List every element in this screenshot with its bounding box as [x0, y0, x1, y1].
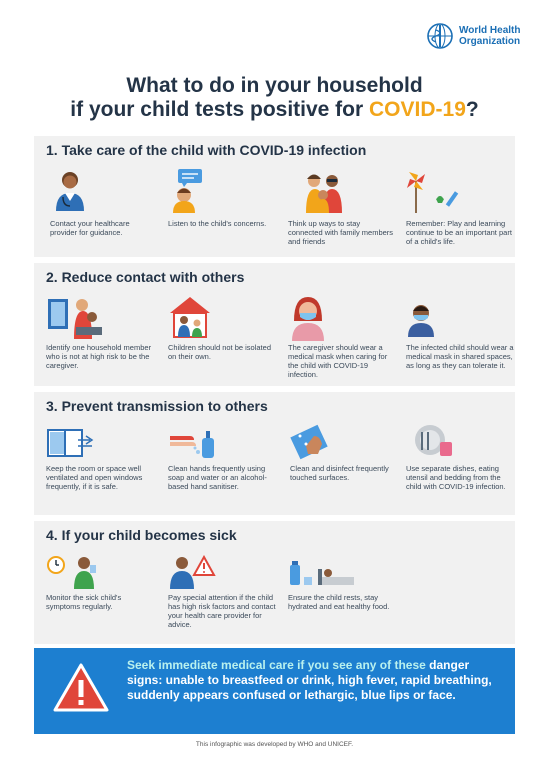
caregiver-icon: [48, 299, 102, 339]
alert-rest: danger signs: unable to breastfeed or dr…: [127, 658, 492, 702]
title-line2: if your child tests positive for COVID-1…: [0, 98, 549, 122]
section-prevent-transmission: 3. Prevent transmission to others Keep t…: [34, 392, 515, 515]
item-caption: Keep the room or space well ventilated a…: [46, 464, 143, 491]
dishes-icon: [415, 425, 452, 456]
section-care: 1. Take care of the child with COVID-19 …: [34, 136, 515, 257]
item-caption: Identify one household member who is not…: [46, 343, 152, 370]
item-caption: Ensure the child rests, stay hydrated an…: [288, 593, 390, 611]
item-caption: Pay special attention if the child has h…: [168, 593, 276, 629]
item-caption: Contact your healthcare provider for gui…: [50, 219, 130, 237]
rest-icon: [290, 561, 354, 585]
disinfect-icon: [290, 424, 328, 460]
monitor-child-icon: [47, 556, 96, 589]
section-title: 2. Reduce contact with others: [46, 269, 245, 285]
section-title: 3. Prevent transmission to others: [46, 398, 268, 414]
who-name-line2: Organization: [459, 36, 521, 47]
item-caption: Remember: Play and learning continue to …: [406, 219, 512, 246]
item-caption: Monitor the sick child's symptoms regula…: [46, 593, 122, 611]
item-caption: Clean and disinfect frequently touched s…: [290, 464, 389, 482]
item-caption: Clean hands frequently using soap and wa…: [168, 464, 267, 491]
who-logo: World Health Organization: [426, 22, 529, 50]
family-icon: [306, 174, 342, 213]
house-icon: [170, 297, 210, 338]
item-caption: The infected child should wear a medical…: [406, 343, 514, 370]
title-line2-text: if your child tests positive for: [70, 98, 370, 121]
section-title: 4. If your child becomes sick: [46, 527, 237, 543]
masked-child-icon: [408, 305, 434, 337]
handwash-icon: [170, 431, 214, 458]
window-icon: [47, 429, 94, 457]
warning-icon: [53, 663, 109, 712]
item-caption: Think up ways to stay connected with fam…: [288, 219, 394, 246]
who-name: World Health Organization: [459, 25, 529, 47]
masked-woman-icon: [292, 297, 324, 341]
title-question-mark: ?: [465, 98, 479, 121]
page-title: What to do in your household if your chi…: [0, 74, 549, 122]
alert-lead: Seek immediate medical care if you see a…: [127, 658, 426, 672]
footer-credit: This infographic was developed by WHO an…: [195, 741, 354, 748]
item-caption: Use separate dishes, eating utensil and …: [406, 464, 506, 491]
section-child-sick: 4. If your child becomes sick Monitor th…: [34, 521, 515, 644]
who-emblem-icon: [427, 23, 453, 49]
danger-signs-text: Seek immediate medical care if you see a…: [127, 658, 507, 703]
who-name-line1: World Health: [459, 25, 521, 36]
play-icon: [407, 172, 459, 213]
danger-signs-banner: Seek immediate medical care if you see a…: [34, 648, 515, 734]
item-caption: Children should not be isolated on their…: [168, 343, 271, 361]
child-speech-icon: [173, 169, 202, 213]
item-caption: The caregiver should wear a medical mask…: [288, 343, 388, 379]
section-title: 1. Take care of the child with COVID-19 …: [46, 142, 367, 158]
item-caption: Listen to the child's concerns.: [168, 219, 267, 228]
doctor-warning-icon: [170, 555, 216, 589]
section-reduce-contact: 2. Reduce contact with others Identify o…: [34, 263, 515, 386]
doctor-icon: [56, 172, 84, 211]
title-highlight: COVID-19: [369, 98, 466, 121]
title-line1: What to do in your household: [126, 74, 423, 97]
